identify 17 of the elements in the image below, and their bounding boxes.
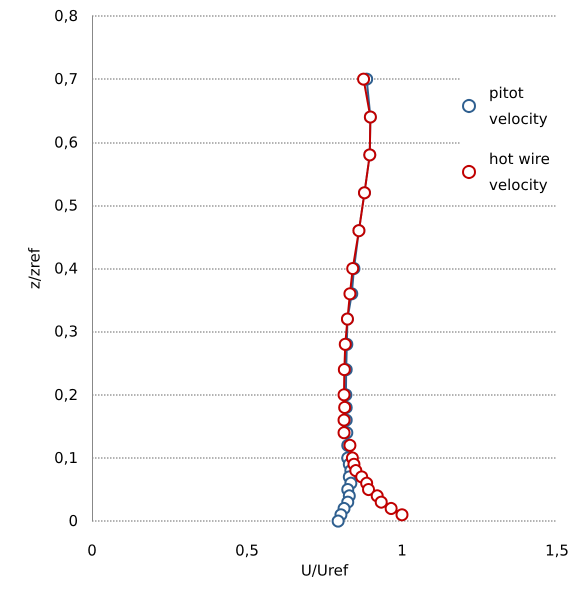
y-tick-label: 0,7: [54, 70, 78, 88]
y-tick-label: 0,2: [54, 386, 78, 404]
y-tick-label: 0,6: [54, 133, 78, 152]
y-tick-label: 0,3: [54, 322, 78, 341]
x-tick-label: 1: [397, 542, 407, 560]
y-tick-label: 0,4: [54, 260, 78, 278]
x-tick-label: 1,5: [545, 542, 569, 560]
y-tick-label: 0,8: [54, 7, 78, 25]
y-tick-label: 0,1: [54, 448, 78, 467]
legend-label: hot wire velocity: [489, 150, 555, 194]
x-tick-label: 0: [87, 542, 97, 560]
y-tick-label: 0: [68, 512, 78, 530]
y-tick-label: 0,5: [54, 196, 78, 214]
y-axis-title: z/zref: [26, 247, 44, 290]
x-tick-label: 0,5: [235, 542, 259, 560]
legend-label: pitot velocity: [489, 84, 548, 128]
x-axis-title: U/Uref: [300, 562, 349, 580]
